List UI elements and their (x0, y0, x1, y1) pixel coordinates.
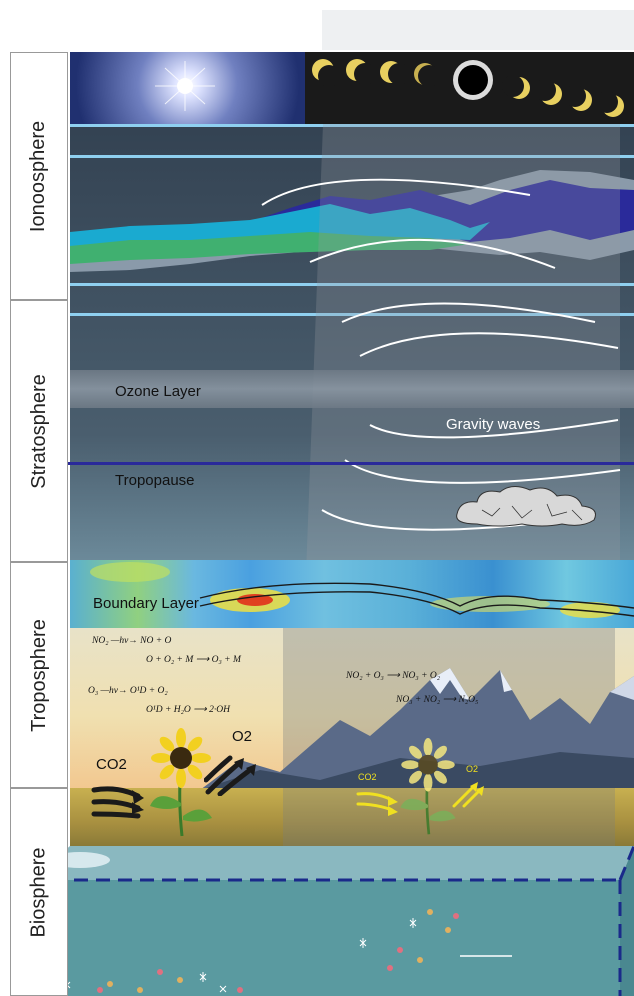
plankton-icon (63, 909, 459, 993)
cloud-icon (456, 486, 596, 527)
ionosphere-line (70, 124, 634, 127)
sky-background (70, 52, 634, 562)
biosphere-label: Biosphere (27, 846, 50, 938)
o2-label-right: O2 (466, 764, 479, 774)
co2-arrows-icon (91, 786, 144, 819)
equation: NO₂ —hv→ NO + O (92, 636, 172, 646)
stratosphere-panel (10, 300, 68, 562)
troposphere-panel (10, 562, 68, 788)
co2-label-left: CO2 (96, 756, 127, 773)
ionosphere-panel (10, 52, 68, 300)
co2-arrows-icon (356, 792, 398, 816)
o2-label-left: O2 (232, 728, 253, 745)
shaded-column (322, 10, 634, 50)
stratosphere-label: Stratosphere (27, 373, 50, 489)
o2-arrows-icon (204, 755, 256, 796)
gravity-waves-label: Gravity waves (446, 416, 541, 433)
boundary-layer-heat (90, 562, 634, 618)
biosphere-panel (10, 788, 68, 996)
equation: O + O₂ + M ⟶ O₃ + M (146, 655, 241, 665)
tropopause-line (68, 462, 634, 465)
equation: O₃ —hv→ O¹D + O₂ (88, 686, 168, 696)
ionosphere-line (70, 283, 634, 286)
sunflower-icon (150, 728, 212, 837)
equation: NO₃ + NO₂ ⟶ N₂O₅ (396, 695, 479, 705)
equation: NO₂ + O₃ ⟶ NO₃ + O₂ (346, 671, 441, 681)
co2-label-right: CO2 (358, 772, 377, 782)
eclipse-sequence-icon (312, 59, 624, 117)
equation: O¹D + H₂O ⟶ 2·OH (146, 705, 230, 715)
ionosphere-line (70, 155, 634, 158)
ozone-layer-label: Ozone Layer (115, 383, 201, 400)
troposphere-label: Troposphere (27, 618, 50, 732)
ionosphere-label: Ionoosphere (27, 120, 50, 232)
ozone-band (70, 370, 634, 408)
ionosphere-bands (70, 170, 634, 272)
mountain-icon (200, 668, 634, 790)
sunflower-icon (400, 738, 456, 835)
boundary-layer-label: Boundary Layer (93, 595, 199, 612)
tropopause-label: Tropopause (115, 472, 195, 489)
sun-burst-icon (155, 61, 215, 111)
ionosphere-line (70, 313, 634, 316)
o2-arrows-icon (452, 782, 484, 808)
